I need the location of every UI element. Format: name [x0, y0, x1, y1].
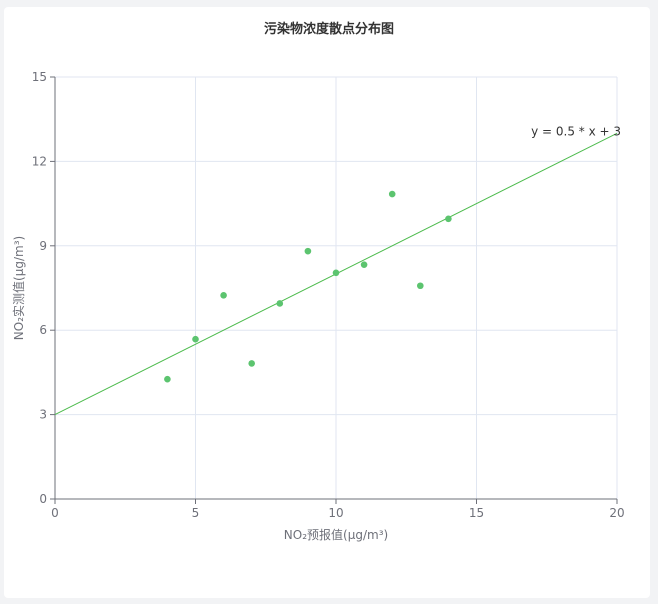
regression-equation-label: y = 0.5 * x + 3	[531, 124, 621, 138]
y-axis-title: NO₂实测值(μg/m³)	[11, 236, 26, 340]
data-point	[220, 292, 227, 299]
y-tick-label: 6	[39, 323, 47, 337]
data-point	[248, 360, 255, 367]
x-tick-label: 20	[609, 506, 624, 520]
data-point	[164, 375, 171, 383]
grid-lines	[55, 76, 618, 499]
x-tick-label: 15	[469, 506, 484, 520]
axes	[50, 76, 618, 504]
y-tick-label: 12	[32, 154, 47, 168]
data-point	[332, 269, 340, 277]
x-tick-label: 0	[51, 506, 59, 520]
x-tick-label: 5	[192, 506, 200, 520]
data-points	[164, 190, 452, 383]
x-tick-labels: 0 5 10 15 20	[51, 506, 624, 520]
data-point	[445, 215, 452, 223]
data-point	[192, 335, 199, 343]
y-tick-label: 0	[39, 492, 47, 506]
data-point	[304, 247, 312, 255]
x-tick-label: 10	[328, 506, 343, 520]
data-point	[388, 190, 396, 198]
data-point	[276, 300, 284, 307]
y-tick-label: 3	[39, 408, 47, 422]
y-tick-labels: 0 3 6 9 12 15	[32, 70, 47, 506]
y-tick-label: 9	[39, 239, 47, 253]
data-point	[417, 282, 424, 290]
y-tick-label: 15	[32, 70, 47, 84]
x-axis-title: NO₂预报值(μg/m³)	[284, 527, 388, 542]
data-point	[360, 261, 368, 268]
chart-title: 污染物浓度散点分布图	[264, 21, 394, 37]
